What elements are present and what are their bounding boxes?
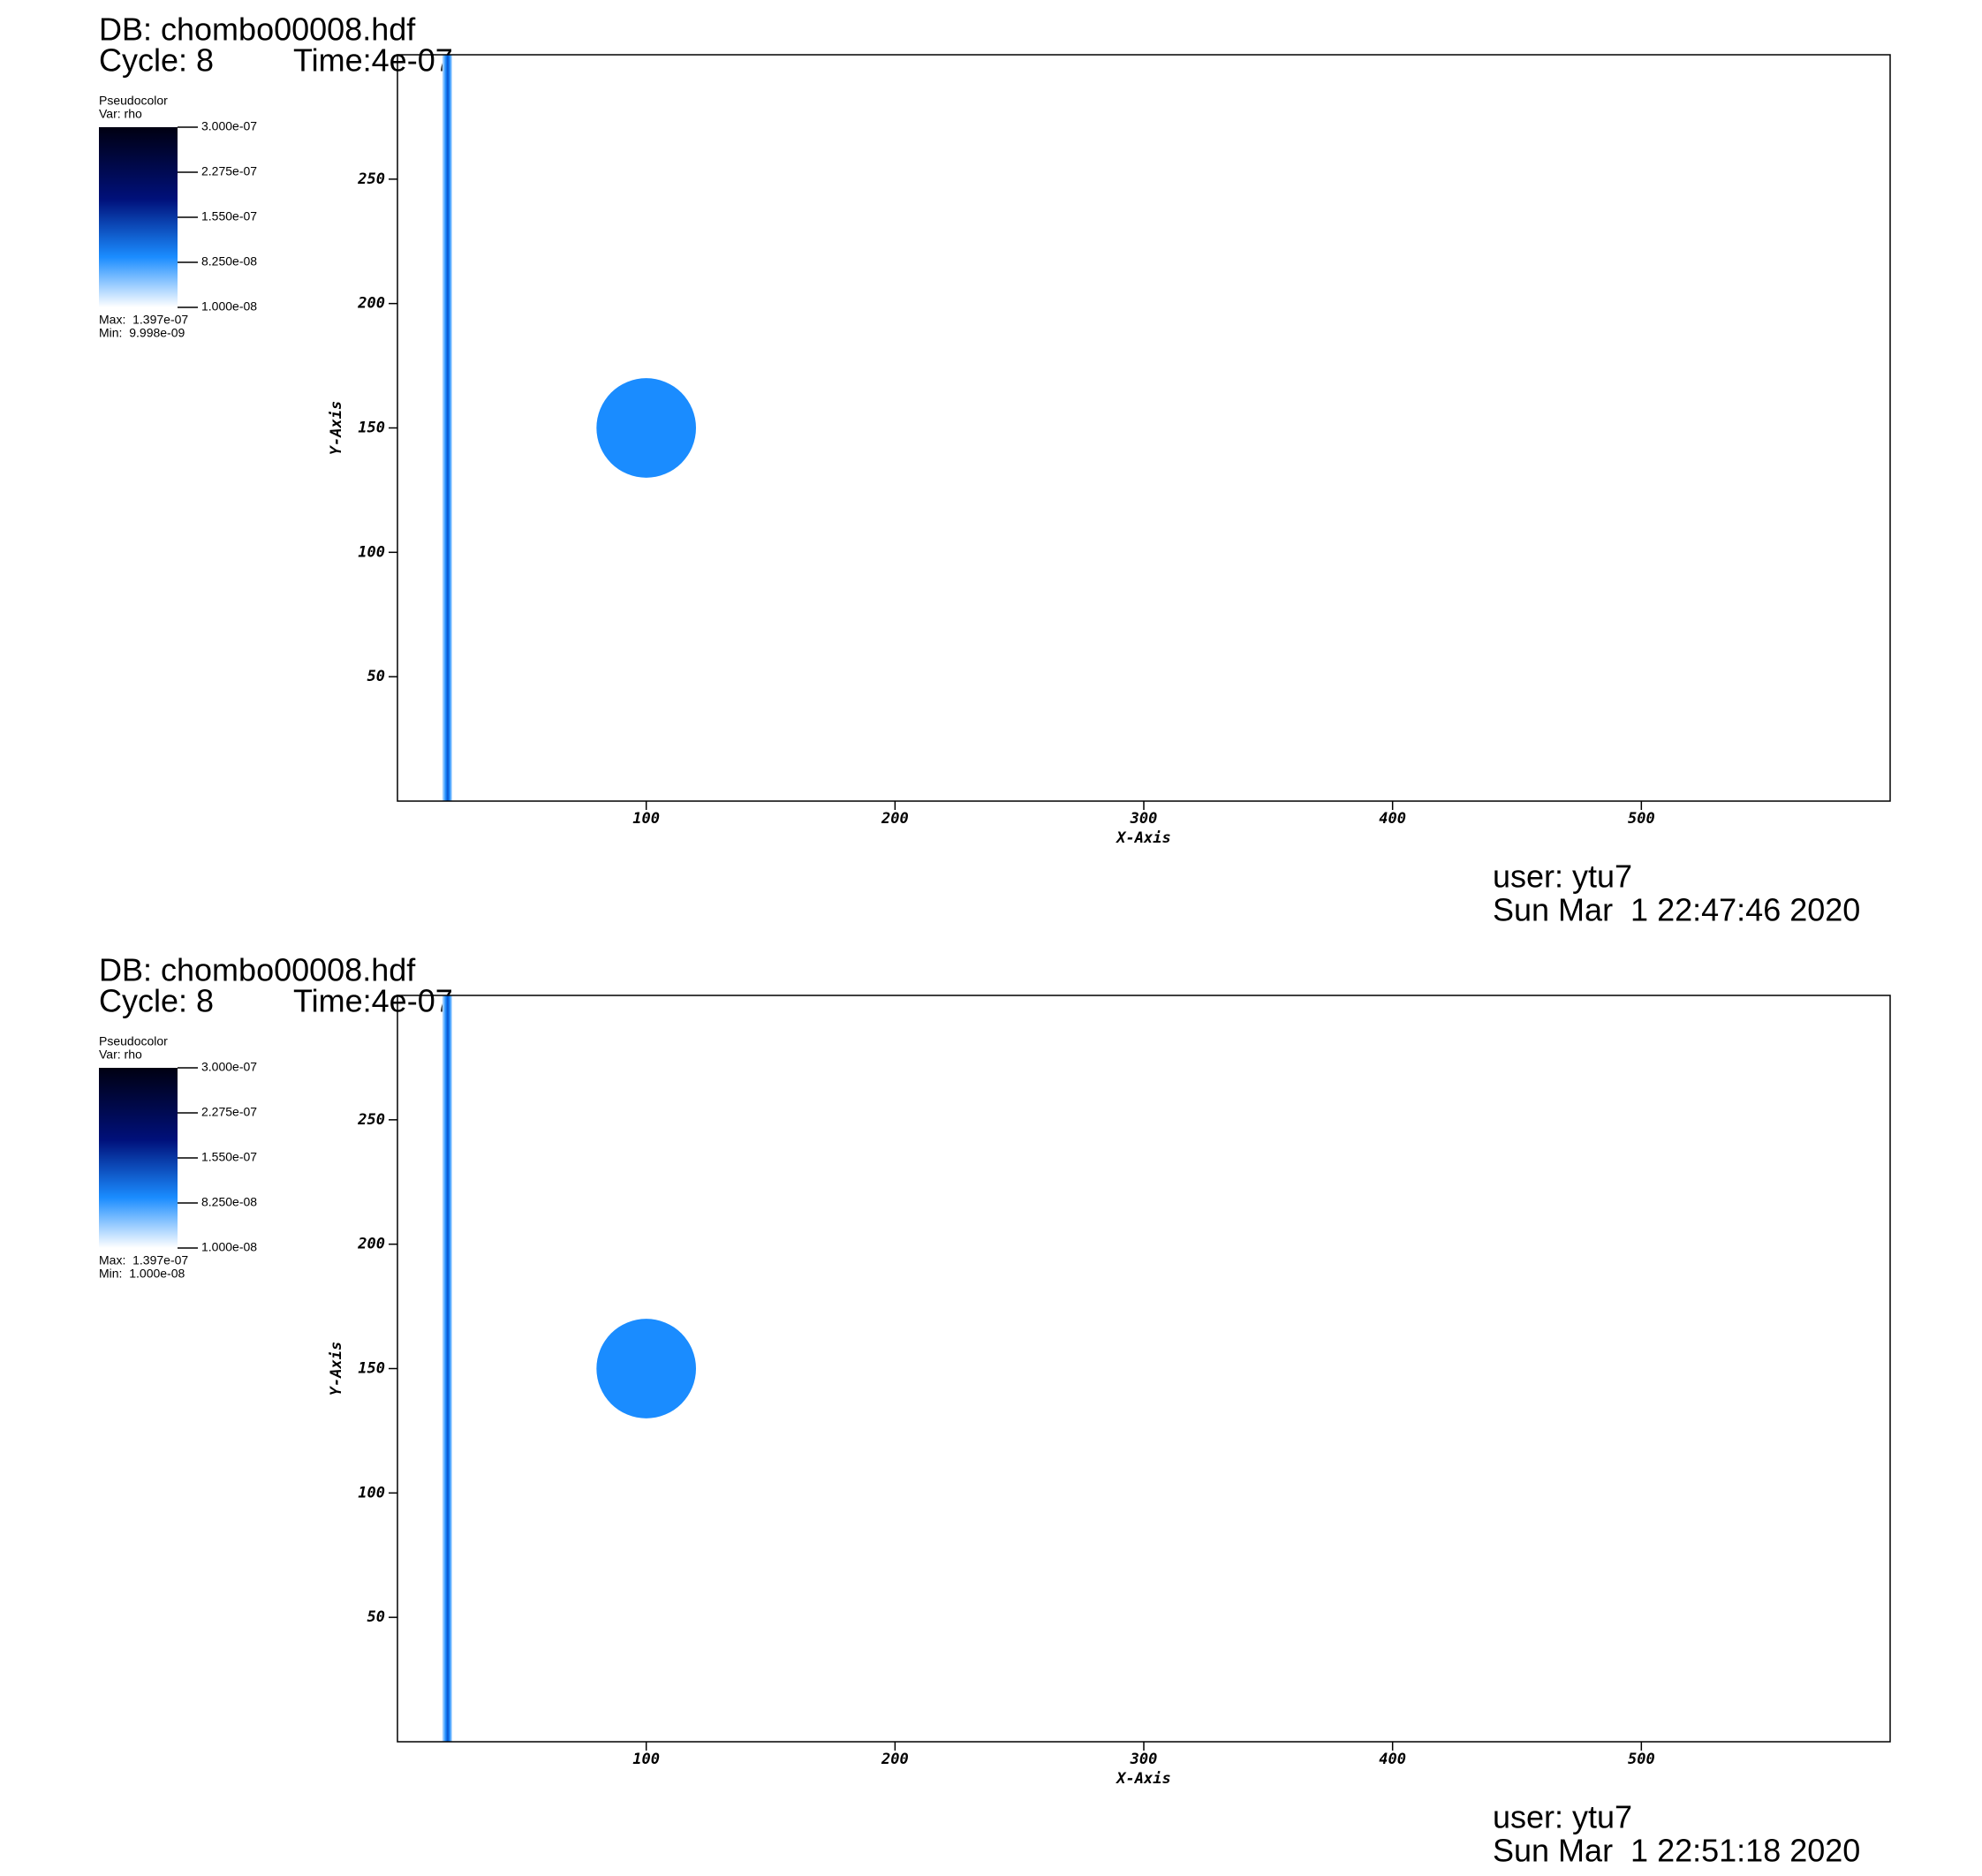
legend-var: Var: rho [99, 107, 142, 121]
colorbar-tick-label: 3.000e-07 [201, 119, 257, 133]
x-axis-title: X-Axis [1115, 829, 1170, 847]
x-tick-label: 200 [881, 810, 909, 828]
legend-min: Min: 1.000e-08 [99, 1267, 185, 1281]
x-tick-label: 300 [1130, 810, 1158, 828]
x-tick-label: 500 [1628, 810, 1655, 828]
legend-var: Var: rho [99, 1048, 142, 1062]
density-circle [596, 1319, 697, 1418]
legend-title: Pseudocolor [99, 94, 168, 108]
colorbar-tick-label: 2.275e-07 [201, 1105, 257, 1119]
colorbar [99, 127, 178, 307]
x-tick-label: 200 [881, 1751, 909, 1768]
colorbar [99, 1068, 178, 1248]
x-tick-label: 100 [632, 1751, 660, 1768]
date: Sun Mar 1 22:51:18 2020 [1493, 1833, 1860, 1869]
density-band [442, 995, 452, 1742]
x-tick-label: 100 [632, 810, 660, 828]
x-tick-label: 500 [1628, 1751, 1655, 1768]
colorbar-tick-label: 1.550e-07 [201, 1150, 257, 1164]
db-name: DB: chombo00008.hdf [99, 952, 416, 988]
user: user: ytu7 [1493, 1799, 1632, 1835]
y-tick-label: 250 [357, 1111, 385, 1129]
legend-max: Max: 1.397e-07 [99, 313, 188, 327]
colorbar-tick-label: 1.000e-08 [201, 1240, 257, 1254]
y-tick-label: 150 [358, 1360, 385, 1378]
y-tick-label: 50 [367, 1608, 385, 1626]
legend-max: Max: 1.397e-07 [99, 1253, 188, 1267]
y-tick-label: 100 [358, 543, 385, 561]
date: Sun Mar 1 22:47:46 2020 [1493, 892, 1860, 928]
cycle: Cycle: 8 [99, 42, 214, 79]
y-tick-label: 100 [358, 1484, 385, 1502]
colorbar-tick-label: 1.550e-07 [201, 209, 257, 223]
legend-min: Min: 9.998e-09 [99, 326, 185, 340]
density-circle [596, 378, 697, 478]
time: Time:4e-07 [293, 983, 453, 1019]
y-tick-label: 200 [357, 295, 385, 313]
colorbar-tick-label: 3.000e-07 [201, 1060, 257, 1074]
x-tick-label: 400 [1379, 1751, 1406, 1768]
x-axis-title: X-Axis [1115, 1770, 1170, 1788]
x-tick-label: 300 [1130, 1751, 1158, 1768]
x-tick-label: 400 [1379, 810, 1406, 828]
y-tick-label: 50 [367, 668, 385, 685]
time: Time:4e-07 [293, 42, 453, 79]
y-tick-label: 200 [357, 1236, 385, 1253]
colorbar-tick-label: 8.250e-08 [201, 254, 257, 269]
density-band [442, 55, 452, 801]
user: user: ytu7 [1493, 859, 1632, 895]
colorbar-tick-label: 2.275e-07 [201, 164, 257, 178]
colorbar-tick-label: 1.000e-08 [201, 299, 257, 314]
y-axis-title: Y-Axis [328, 1342, 345, 1396]
y-tick-label: 150 [358, 420, 385, 437]
db-name: DB: chombo00008.hdf [99, 11, 416, 48]
cycle: Cycle: 8 [99, 983, 214, 1019]
colorbar-tick-label: 8.250e-08 [201, 1195, 257, 1209]
legend-title: Pseudocolor [99, 1034, 168, 1048]
y-axis-title: Y-Axis [328, 401, 345, 455]
y-tick-label: 250 [357, 170, 385, 188]
